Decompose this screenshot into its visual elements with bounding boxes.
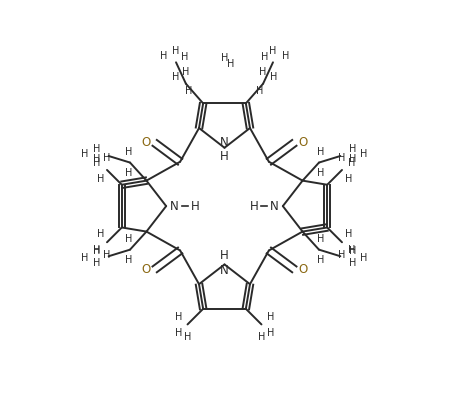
Text: N: N bbox=[220, 264, 229, 277]
Text: H: H bbox=[349, 154, 357, 164]
Text: O: O bbox=[299, 136, 308, 149]
Text: H: H bbox=[93, 158, 101, 168]
Text: O: O bbox=[299, 263, 308, 276]
Text: H: H bbox=[317, 255, 324, 265]
Text: O: O bbox=[141, 136, 150, 149]
Text: H: H bbox=[349, 144, 357, 154]
Text: H: H bbox=[267, 328, 274, 338]
Text: H: H bbox=[220, 150, 229, 163]
Text: H: H bbox=[103, 154, 111, 164]
Text: H: H bbox=[93, 246, 101, 255]
Text: H: H bbox=[227, 59, 235, 69]
Text: H: H bbox=[92, 258, 100, 268]
Text: H: H bbox=[348, 246, 356, 255]
Text: N: N bbox=[270, 200, 279, 213]
Text: H: H bbox=[282, 51, 289, 61]
Text: H: H bbox=[317, 147, 324, 157]
Text: H: H bbox=[348, 158, 356, 168]
Text: H: H bbox=[220, 249, 229, 262]
Text: H: H bbox=[182, 67, 189, 77]
Text: H: H bbox=[92, 144, 100, 154]
Text: H: H bbox=[97, 229, 104, 239]
Text: H: H bbox=[125, 255, 132, 265]
Text: H: H bbox=[180, 53, 188, 62]
Text: N: N bbox=[170, 200, 179, 213]
Text: H: H bbox=[185, 86, 193, 96]
Text: H: H bbox=[103, 250, 111, 260]
Text: H: H bbox=[190, 200, 199, 213]
Text: H: H bbox=[175, 312, 182, 322]
Text: H: H bbox=[258, 332, 265, 342]
Text: O: O bbox=[141, 263, 150, 276]
Text: H: H bbox=[172, 46, 180, 56]
Text: H: H bbox=[81, 149, 88, 159]
Text: H: H bbox=[250, 200, 259, 213]
Text: H: H bbox=[81, 253, 88, 263]
Text: H: H bbox=[175, 328, 182, 338]
Text: H: H bbox=[338, 250, 346, 260]
Text: H: H bbox=[317, 234, 324, 244]
Text: H: H bbox=[361, 149, 368, 159]
Text: H: H bbox=[338, 154, 346, 164]
Text: H: H bbox=[349, 258, 357, 268]
Text: H: H bbox=[361, 253, 368, 263]
Text: H: H bbox=[317, 168, 324, 178]
Text: H: H bbox=[97, 174, 104, 184]
Text: H: H bbox=[269, 46, 277, 56]
Text: H: H bbox=[345, 174, 352, 184]
Text: H: H bbox=[125, 147, 132, 157]
Text: H: H bbox=[256, 86, 264, 96]
Text: N: N bbox=[220, 135, 229, 149]
Text: H: H bbox=[345, 229, 352, 239]
Text: H: H bbox=[172, 72, 179, 82]
Text: H: H bbox=[125, 168, 132, 178]
Text: H: H bbox=[349, 246, 357, 256]
Text: H: H bbox=[125, 234, 132, 244]
Text: H: H bbox=[92, 154, 100, 164]
Text: H: H bbox=[267, 312, 274, 322]
Text: H: H bbox=[270, 72, 277, 82]
Text: H: H bbox=[260, 67, 267, 77]
Text: H: H bbox=[261, 53, 269, 62]
Text: H: H bbox=[160, 51, 167, 61]
Text: H: H bbox=[92, 246, 100, 256]
Text: H: H bbox=[184, 332, 191, 342]
Text: H: H bbox=[221, 53, 228, 63]
